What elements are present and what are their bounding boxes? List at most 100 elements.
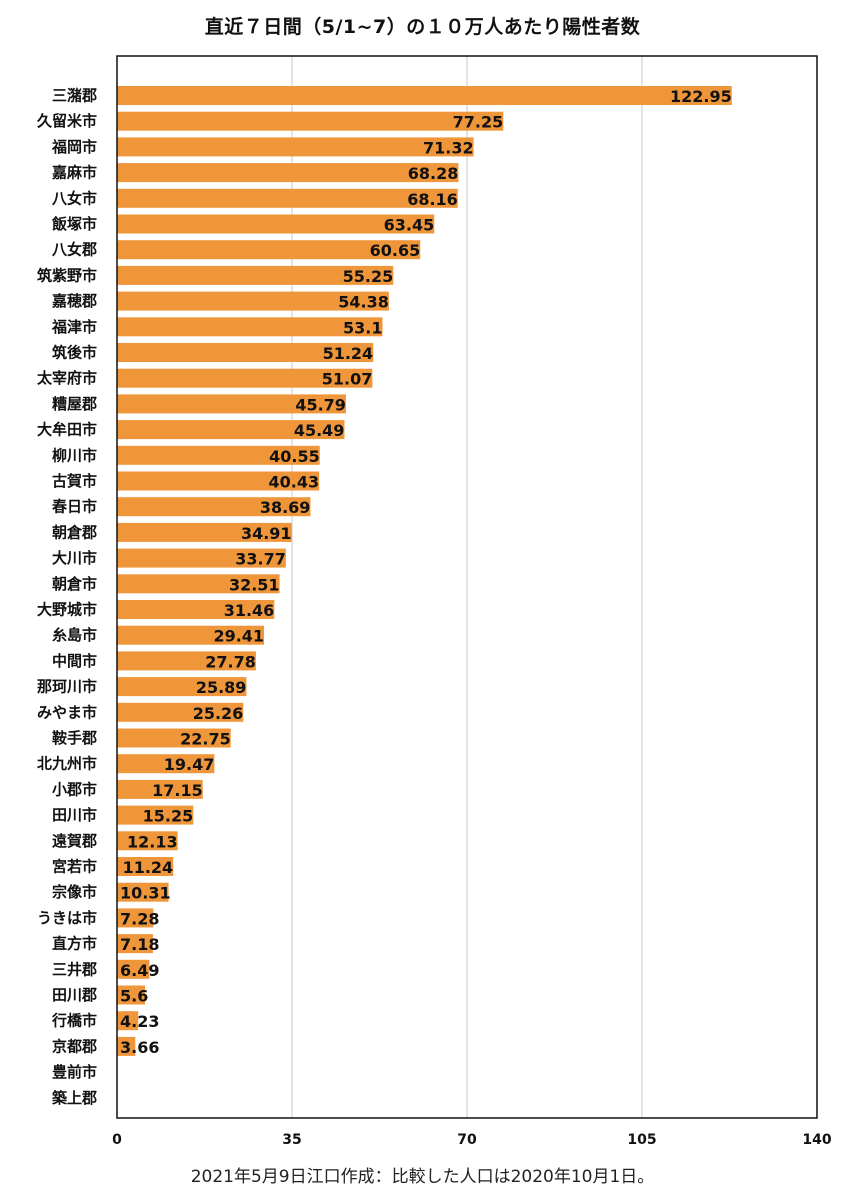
bar [117, 677, 247, 697]
plot-frame [116, 55, 818, 1119]
data-label: 55.25 [343, 267, 394, 286]
data-label: 45.49 [294, 421, 345, 440]
bar [117, 857, 174, 876]
bar [117, 265, 394, 285]
bar [117, 394, 346, 414]
data-label: 22.75 [180, 730, 231, 749]
bar [117, 522, 292, 542]
data-label: 32.51 [229, 575, 280, 594]
category-label: 那珂川市 [37, 678, 97, 696]
bar [117, 831, 178, 851]
category-label: 久留米市 [37, 112, 97, 130]
data-label: 54.38 [338, 293, 389, 312]
bar [117, 497, 311, 517]
x-axis-ticks: 0 35 70 105 140 [112, 1132, 832, 1148]
data-label: 6.49 [120, 961, 159, 980]
category-label: 糟屋郡 [52, 395, 97, 413]
bar [117, 959, 150, 979]
category-label: 大牟田市 [37, 421, 97, 439]
data-label: 31.46 [224, 601, 275, 620]
category-label: 朝倉市 [52, 575, 97, 593]
bar [117, 651, 256, 671]
category-label: 大野城市 [37, 601, 97, 619]
category-label: 太宰府市 [37, 369, 97, 387]
category-label: 鞍手郡 [52, 729, 97, 747]
data-label: 27.78 [205, 652, 256, 671]
category-label: 八女市 [51, 189, 97, 207]
data-label: 12.13 [127, 832, 178, 851]
data-label: 38.69 [260, 498, 311, 517]
bar [117, 934, 153, 954]
data-label: 5.6 [120, 987, 148, 1006]
bar [117, 805, 194, 825]
category-label: 古賀市 [52, 472, 97, 490]
data-label: 34.91 [241, 524, 292, 543]
bar [117, 882, 169, 902]
data-label: 33.77 [235, 550, 286, 569]
bars [117, 86, 732, 1056]
category-label: 豊前市 [52, 1063, 97, 1081]
bar [117, 574, 280, 594]
bar [117, 137, 474, 157]
category-label: 田川市 [52, 806, 97, 824]
category-label: 築上郡 [51, 1089, 97, 1107]
category-label: うきは市 [37, 909, 97, 927]
x-tick-label: 0 [112, 1132, 122, 1148]
data-label: 122.95 [670, 87, 732, 106]
category-label: 朝倉郡 [52, 523, 97, 541]
category-label: 京都郡 [52, 1037, 97, 1055]
bar [117, 908, 154, 928]
data-label: 51.07 [322, 370, 373, 389]
data-label: 25.89 [196, 678, 247, 697]
bar [117, 471, 320, 491]
data-label: 63.45 [384, 216, 435, 235]
bar [117, 343, 374, 362]
bar [117, 754, 215, 774]
category-label: 三井郡 [52, 960, 97, 978]
data-label: 25.26 [193, 704, 244, 723]
value-labels: 122.95 77.25 71.32 68.28 68.16 63.45 60.65 55.2… [120, 87, 732, 1057]
category-label: 嘉麻市 [51, 164, 97, 182]
chart-title: 直近７日間（5/1~7）の１０万人あたり陽性者数 [204, 16, 641, 38]
data-label: 68.16 [407, 190, 458, 209]
data-label: 11.24 [123, 858, 174, 877]
category-label: 大川市 [52, 549, 97, 567]
bar [117, 702, 244, 722]
category-label: 田川郡 [52, 986, 97, 1004]
data-label: 29.41 [213, 627, 264, 646]
data-label: 3.66 [120, 1038, 159, 1057]
data-label: 4.23 [120, 1012, 159, 1031]
bar [117, 779, 203, 799]
data-label: 15.25 [143, 807, 194, 826]
bar [117, 368, 373, 388]
data-label: 53.1 [343, 318, 382, 337]
data-label: 77.25 [453, 113, 504, 132]
data-label: 45.79 [295, 395, 346, 414]
bar [117, 420, 345, 440]
category-label: 飯塚市 [51, 215, 97, 233]
data-label: 7.18 [120, 935, 159, 954]
category-label: 筑紫野市 [36, 266, 97, 284]
category-label: 直方市 [52, 935, 97, 953]
bar [117, 600, 275, 619]
category-label: 八女郡 [51, 241, 97, 259]
bar [117, 214, 435, 234]
x-tick-label: 140 [802, 1132, 831, 1148]
category-label: 柳川市 [52, 446, 97, 464]
data-label: 60.65 [370, 241, 421, 260]
category-label: みやま市 [37, 703, 97, 721]
bar [117, 728, 231, 748]
data-label: 19.47 [164, 755, 215, 774]
category-label: 嘉穂郡 [51, 292, 97, 310]
bar [117, 86, 732, 105]
category-label: 春日市 [52, 498, 97, 516]
bar [117, 317, 383, 337]
category-label: 中間市 [52, 652, 97, 670]
bar [117, 445, 320, 465]
x-tick-label: 35 [282, 1132, 301, 1148]
data-label: 17.15 [152, 781, 203, 800]
data-label: 40.43 [269, 473, 320, 492]
category-labels: 三潴郡久留米市福岡市嘉麻市八女市飯塚市八女郡筑紫野市嘉穂郡福津市筑後市太宰府市糟… [36, 87, 97, 1107]
bar [117, 548, 286, 568]
